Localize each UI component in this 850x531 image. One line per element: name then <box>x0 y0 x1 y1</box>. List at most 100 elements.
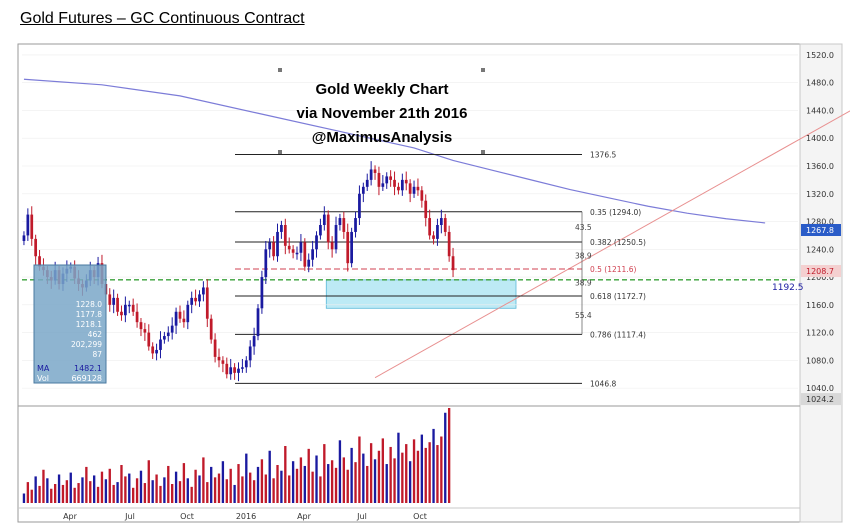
volume-bar <box>155 474 158 503</box>
candle-body <box>205 287 209 319</box>
candle-body <box>26 214 30 236</box>
candle-body <box>354 218 357 232</box>
volume-bar <box>311 471 314 503</box>
volume-bar <box>132 487 135 503</box>
volume-bar <box>256 466 260 503</box>
candle-body <box>159 339 162 350</box>
candle-body <box>451 256 455 271</box>
y-tick-label: 1160.0 <box>806 301 834 310</box>
volume-bar <box>307 448 310 503</box>
candle-body <box>166 332 170 337</box>
candle-body <box>143 329 147 333</box>
page-title: Gold Futures – GC Continuous Contract <box>20 10 305 27</box>
volume-bar <box>167 465 170 503</box>
title-handle-bl <box>278 150 282 154</box>
candle-body <box>373 169 377 173</box>
volume-bar <box>147 460 150 503</box>
volume-bar <box>128 473 131 503</box>
volume-bar <box>444 412 447 503</box>
candle-body <box>428 218 432 236</box>
y-tick-label: 1360.0 <box>806 162 834 171</box>
candle-body <box>420 190 424 201</box>
volume-bar <box>100 471 104 503</box>
candle-body <box>393 179 396 187</box>
data-window-value: 462 <box>88 330 103 339</box>
fib-level-label: 1046.8 <box>590 379 616 388</box>
volume-bar <box>210 466 213 503</box>
candle-body <box>124 304 127 316</box>
volume-bar <box>96 486 100 503</box>
volume-bar <box>338 440 342 503</box>
y-tick-label: 1280.0 <box>806 218 834 227</box>
x-tick-label: Apr <box>297 512 312 521</box>
candle-body <box>241 367 244 369</box>
fib-level-label: 0.382 (1250.5) <box>590 238 646 247</box>
volume-bar <box>77 483 80 503</box>
y-tick-label: 1200.0 <box>806 273 834 282</box>
price-axis-panel <box>799 43 843 523</box>
volume-bar <box>397 432 400 503</box>
support-line-label: 1192.5 <box>772 283 804 293</box>
volume-bar <box>38 485 41 503</box>
volume-bar <box>303 465 306 503</box>
volume-bar <box>143 483 147 503</box>
candle-body <box>361 186 365 194</box>
price-tag-label: 1267.8 <box>806 226 834 235</box>
x-tick-label: Jul <box>356 512 367 521</box>
volume-bar <box>139 470 143 503</box>
candle-body <box>256 308 260 337</box>
candle-body <box>155 349 158 354</box>
data-window-vol-label: Vol <box>37 374 49 383</box>
candle-body <box>151 346 155 354</box>
volume-bar <box>229 468 232 503</box>
candle-body <box>283 225 287 246</box>
candle-body <box>139 322 143 330</box>
candle-body <box>416 186 420 191</box>
candle-body <box>365 179 369 187</box>
candle-body <box>198 294 201 302</box>
volume-bar <box>171 484 174 503</box>
x-tick-label: Oct <box>413 512 427 521</box>
candle-body <box>244 360 248 368</box>
x-tick-label: Oct <box>180 512 194 521</box>
volume-bar <box>288 475 291 503</box>
title-handle-tl <box>278 68 282 72</box>
fib-gap-label: 55.4 <box>575 311 592 320</box>
data-window-value: 1218.1 <box>76 320 102 329</box>
data-window-panel <box>33 264 107 384</box>
y-tick-label: 1040.0 <box>806 384 834 393</box>
candle-body <box>135 311 139 323</box>
y-tick-label: 1520.0 <box>806 51 834 60</box>
volume-bar <box>432 428 435 503</box>
candle-body <box>385 176 389 184</box>
volume-bar <box>280 470 283 503</box>
candle-body <box>381 183 385 187</box>
data-window-value: 1228.0 <box>76 300 102 309</box>
candle-body <box>443 218 447 232</box>
volume-bar <box>354 462 357 503</box>
volume-bar <box>135 478 139 503</box>
volume-bar <box>389 446 392 503</box>
candle-body <box>38 256 41 267</box>
price-tag-label: 1024.2 <box>806 395 834 404</box>
candle-body <box>112 297 116 305</box>
fib-level-label: 1376.5 <box>590 151 616 160</box>
candle-body <box>338 218 342 225</box>
volume-bar <box>362 453 365 503</box>
volume-bar <box>342 457 345 503</box>
volume-bar <box>424 447 427 503</box>
volume-bar <box>178 481 182 503</box>
volume-bar <box>350 447 353 503</box>
volume-bar <box>159 485 162 503</box>
candle-body <box>369 169 373 180</box>
candle-body <box>330 242 334 250</box>
volume-bar <box>213 477 217 503</box>
volume-bar <box>373 459 377 503</box>
candle-body <box>163 336 166 340</box>
volume-bar <box>22 493 26 503</box>
volume-bar <box>151 480 154 503</box>
volume-bar <box>34 476 37 503</box>
volume-bar <box>73 487 76 503</box>
volume-bar <box>202 457 205 503</box>
candle-body <box>202 287 205 295</box>
